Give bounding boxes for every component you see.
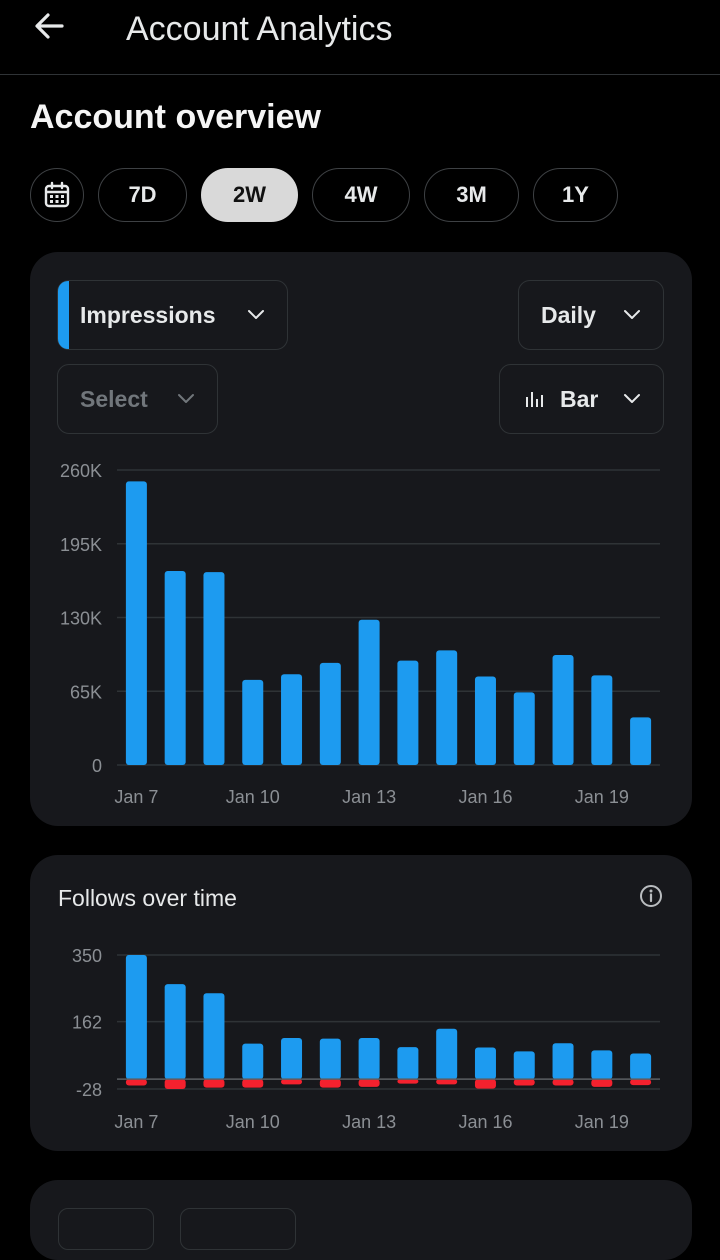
unfollows-bar	[242, 1079, 264, 1088]
back-arrow-icon	[35, 13, 64, 39]
follows-bar	[630, 1053, 652, 1080]
x-axis-tick-label: Jan 19	[575, 1112, 629, 1132]
unfollows-bar	[281, 1079, 303, 1085]
range-pill-2w[interactable]: 2W	[201, 168, 298, 222]
page-title: Account Analytics	[126, 10, 393, 48]
next-card-dropdown[interactable]	[58, 1208, 154, 1250]
x-axis-tick-label: Jan 19	[575, 787, 629, 807]
range-pill-4w[interactable]: 4W	[312, 168, 410, 222]
unfollows-bar	[552, 1079, 574, 1086]
unfollows-bar	[630, 1079, 652, 1086]
section-title: Account overview	[30, 98, 321, 136]
y-axis-tick-label: 65K	[70, 682, 102, 702]
chevron-down-icon	[624, 310, 640, 319]
x-axis-tick-label: Jan 13	[342, 1112, 396, 1132]
top-bar: Account Analytics	[0, 0, 720, 75]
y-axis-tick-label: -28	[76, 1080, 102, 1100]
unfollows-bar	[125, 1079, 147, 1086]
follows-bar	[319, 1038, 341, 1080]
follows-bar	[474, 1047, 496, 1080]
chart-style-dropdown[interactable]: Bar	[499, 364, 664, 434]
follows-bar	[281, 1037, 303, 1080]
unfollows-bar	[436, 1079, 458, 1085]
impressions-bar	[436, 650, 458, 765]
y-axis-tick-label: 162	[72, 1013, 102, 1033]
x-axis-tick-label: Jan 7	[114, 1112, 158, 1132]
bar-chart-icon	[526, 392, 543, 407]
follows-bar-chart: 350 162 -28 Jan 7 Jan 10 Jan 13 Jan 16 Jan 19	[72, 946, 660, 1132]
next-card-dropdown[interactable]	[180, 1208, 296, 1250]
impressions-bar-chart: 260K 195K 130K 65K 0 Jan 7 Jan 10 Jan 13 Jan 16 J…	[60, 461, 660, 807]
impressions-bar	[591, 675, 613, 765]
x-axis-tick-label: Jan 10	[226, 787, 280, 807]
range-pill-1y[interactable]: 1Y	[533, 168, 618, 222]
follows-card: Follows over time 350 162 -28 Jan 7 Jan 10 Ja…	[30, 855, 692, 1151]
impressions-bar	[125, 481, 147, 765]
calendar-icon	[44, 181, 70, 208]
x-axis-tick-label: Jan 16	[458, 1112, 512, 1132]
impressions-bar	[203, 572, 225, 765]
follows-bar	[358, 1037, 380, 1080]
follows-bar	[552, 1043, 574, 1080]
y-axis-tick-label: 195K	[60, 535, 102, 555]
interval-dropdown-label: Daily	[541, 301, 596, 328]
compare-metric-dropdown[interactable]: Select	[57, 364, 218, 434]
x-axis-tick-label: Jan 13	[342, 787, 396, 807]
impressions-bar	[513, 692, 535, 765]
follows-bar	[397, 1047, 419, 1080]
impressions-bar	[319, 662, 341, 765]
unfollows-bar	[164, 1079, 186, 1089]
impressions-bar	[164, 570, 186, 765]
impressions-bar	[397, 660, 419, 765]
y-axis-tick-label: 350	[72, 946, 102, 966]
follows-card-title: Follows over time	[58, 885, 237, 911]
impressions-bar	[474, 676, 496, 765]
chart-style-label: Bar	[560, 385, 599, 412]
metric-dropdown-label: Impressions	[80, 301, 216, 328]
y-axis-tick-label: 260K	[60, 461, 102, 481]
range-pill-3m[interactable]: 3M	[424, 168, 519, 222]
follows-bar	[164, 984, 186, 1080]
impressions-bar	[358, 619, 380, 765]
unfollows-bar	[591, 1079, 613, 1087]
follows-bar	[591, 1050, 613, 1080]
next-card	[30, 1180, 692, 1260]
back-button[interactable]	[28, 6, 72, 50]
unfollows-bar	[474, 1079, 496, 1089]
unfollows-bar	[203, 1079, 225, 1088]
follows-bar	[203, 993, 225, 1080]
x-axis-tick-label: Jan 16	[458, 787, 512, 807]
unfollows-bar	[513, 1079, 535, 1086]
x-axis-tick-label: Jan 10	[226, 1112, 280, 1132]
chevron-down-icon	[178, 394, 194, 403]
unfollows-bar	[358, 1079, 380, 1087]
metric-dropdown[interactable]: Impressions	[57, 280, 288, 350]
impressions-bar	[281, 674, 303, 765]
follows-bar	[513, 1051, 535, 1080]
interval-dropdown[interactable]: Daily	[518, 280, 664, 350]
calendar-button[interactable]	[30, 168, 84, 222]
follows-bar	[242, 1043, 264, 1080]
unfollows-bar	[397, 1079, 419, 1084]
chevron-down-icon	[624, 394, 640, 403]
impressions-card: Impressions Daily Select Bar 260K 195K 130…	[30, 252, 692, 826]
info-icon[interactable]	[638, 883, 664, 909]
y-axis-tick-label: 130K	[60, 609, 102, 629]
range-pill-7d[interactable]: 7D	[98, 168, 187, 222]
x-axis-tick-label: Jan 7	[114, 787, 158, 807]
compare-dropdown-placeholder: Select	[80, 385, 148, 412]
y-axis-tick-label: 0	[92, 756, 102, 776]
follows-bar	[436, 1028, 458, 1080]
metric-color-indicator	[58, 281, 69, 349]
follows-bar	[125, 955, 147, 1080]
unfollows-bar	[319, 1079, 341, 1088]
impressions-bar	[630, 717, 652, 765]
chevron-down-icon	[248, 310, 264, 319]
impressions-bar	[242, 679, 264, 765]
impressions-bar	[552, 654, 574, 765]
